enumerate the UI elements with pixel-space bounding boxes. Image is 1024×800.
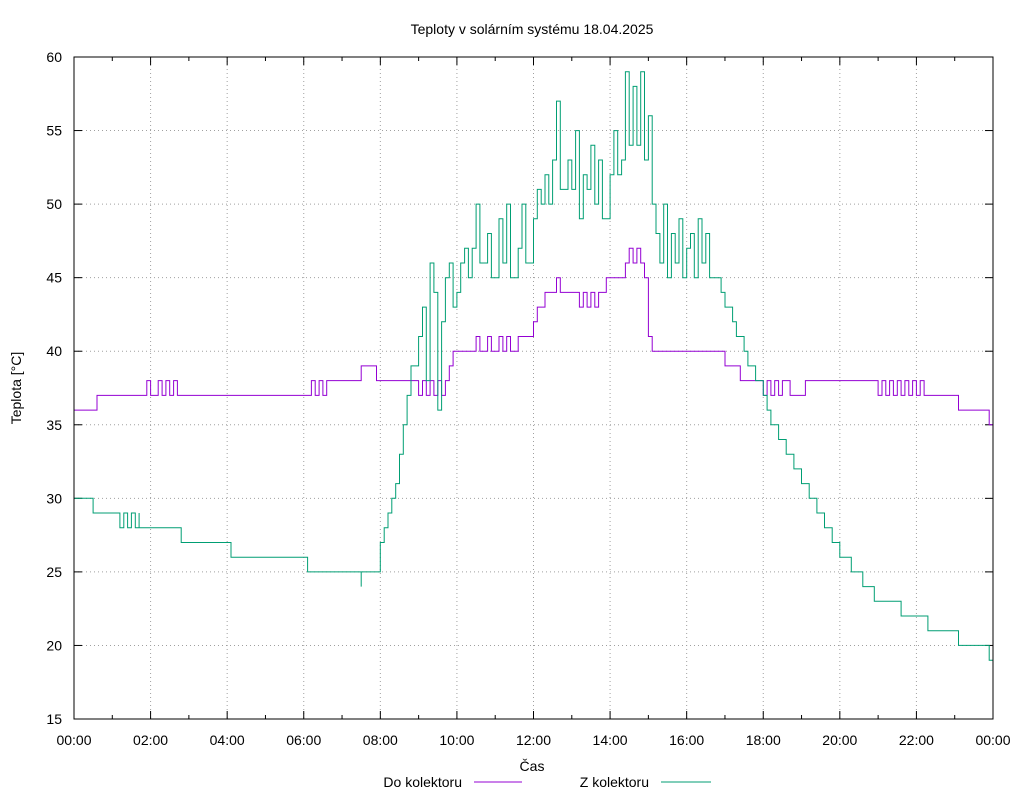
x-tick-label: 06:00 (286, 732, 321, 748)
y-tick-label: 45 (46, 270, 62, 286)
x-tick-label: 16:00 (669, 732, 704, 748)
x-tick-label: 10:00 (439, 732, 474, 748)
series-line-do-kolektoru (74, 247, 993, 426)
y-axis-label: Teplota [°C] (8, 352, 24, 425)
x-tick-label: 00:00 (56, 732, 91, 748)
y-tick-label: 25 (46, 564, 62, 580)
y-tick-label: 20 (46, 637, 62, 653)
y-tick-label: 60 (46, 49, 62, 65)
x-tick-label: 22:00 (899, 732, 934, 748)
chart-title: Teploty v solárním systému 18.04.2025 (411, 21, 654, 37)
y-tick-label: 50 (46, 196, 62, 212)
x-tick-label: 00:00 (975, 732, 1010, 748)
y-tick-label: 30 (46, 490, 62, 506)
legend-label-z-kolektoru: Z kolektoru (580, 774, 649, 790)
x-axis-label: Čas (520, 758, 545, 774)
series-line-z-kolektoru (74, 71, 993, 661)
x-tick-label: 04:00 (210, 732, 245, 748)
x-axis-tick-labels: 00:00 02:00 04:00 06:00 08:00 10:00 12:00 14:00… (56, 732, 1010, 748)
x-tick-label: 20:00 (822, 732, 857, 748)
legend: Do kolektoru Z kolektoru (383, 774, 711, 790)
x-tick-label: 08:00 (363, 732, 398, 748)
x-tick-label: 14:00 (593, 732, 628, 748)
x-tick-label: 18:00 (746, 732, 781, 748)
grid-lines (74, 57, 993, 719)
series-lines (74, 71, 993, 661)
y-tick-label: 40 (46, 343, 62, 359)
x-tick-label: 02:00 (133, 732, 168, 748)
y-tick-label: 55 (46, 123, 62, 139)
legend-label-do-kolektoru: Do kolektoru (383, 774, 462, 790)
axis-ticks (73, 56, 994, 720)
y-axis-tick-labels: 15 20 25 30 35 40 45 50 55 60 (46, 49, 62, 727)
y-tick-label: 35 (46, 417, 62, 433)
plot-frame (73, 56, 994, 720)
x-tick-label: 12:00 (516, 732, 551, 748)
y-tick-label: 15 (46, 711, 62, 727)
